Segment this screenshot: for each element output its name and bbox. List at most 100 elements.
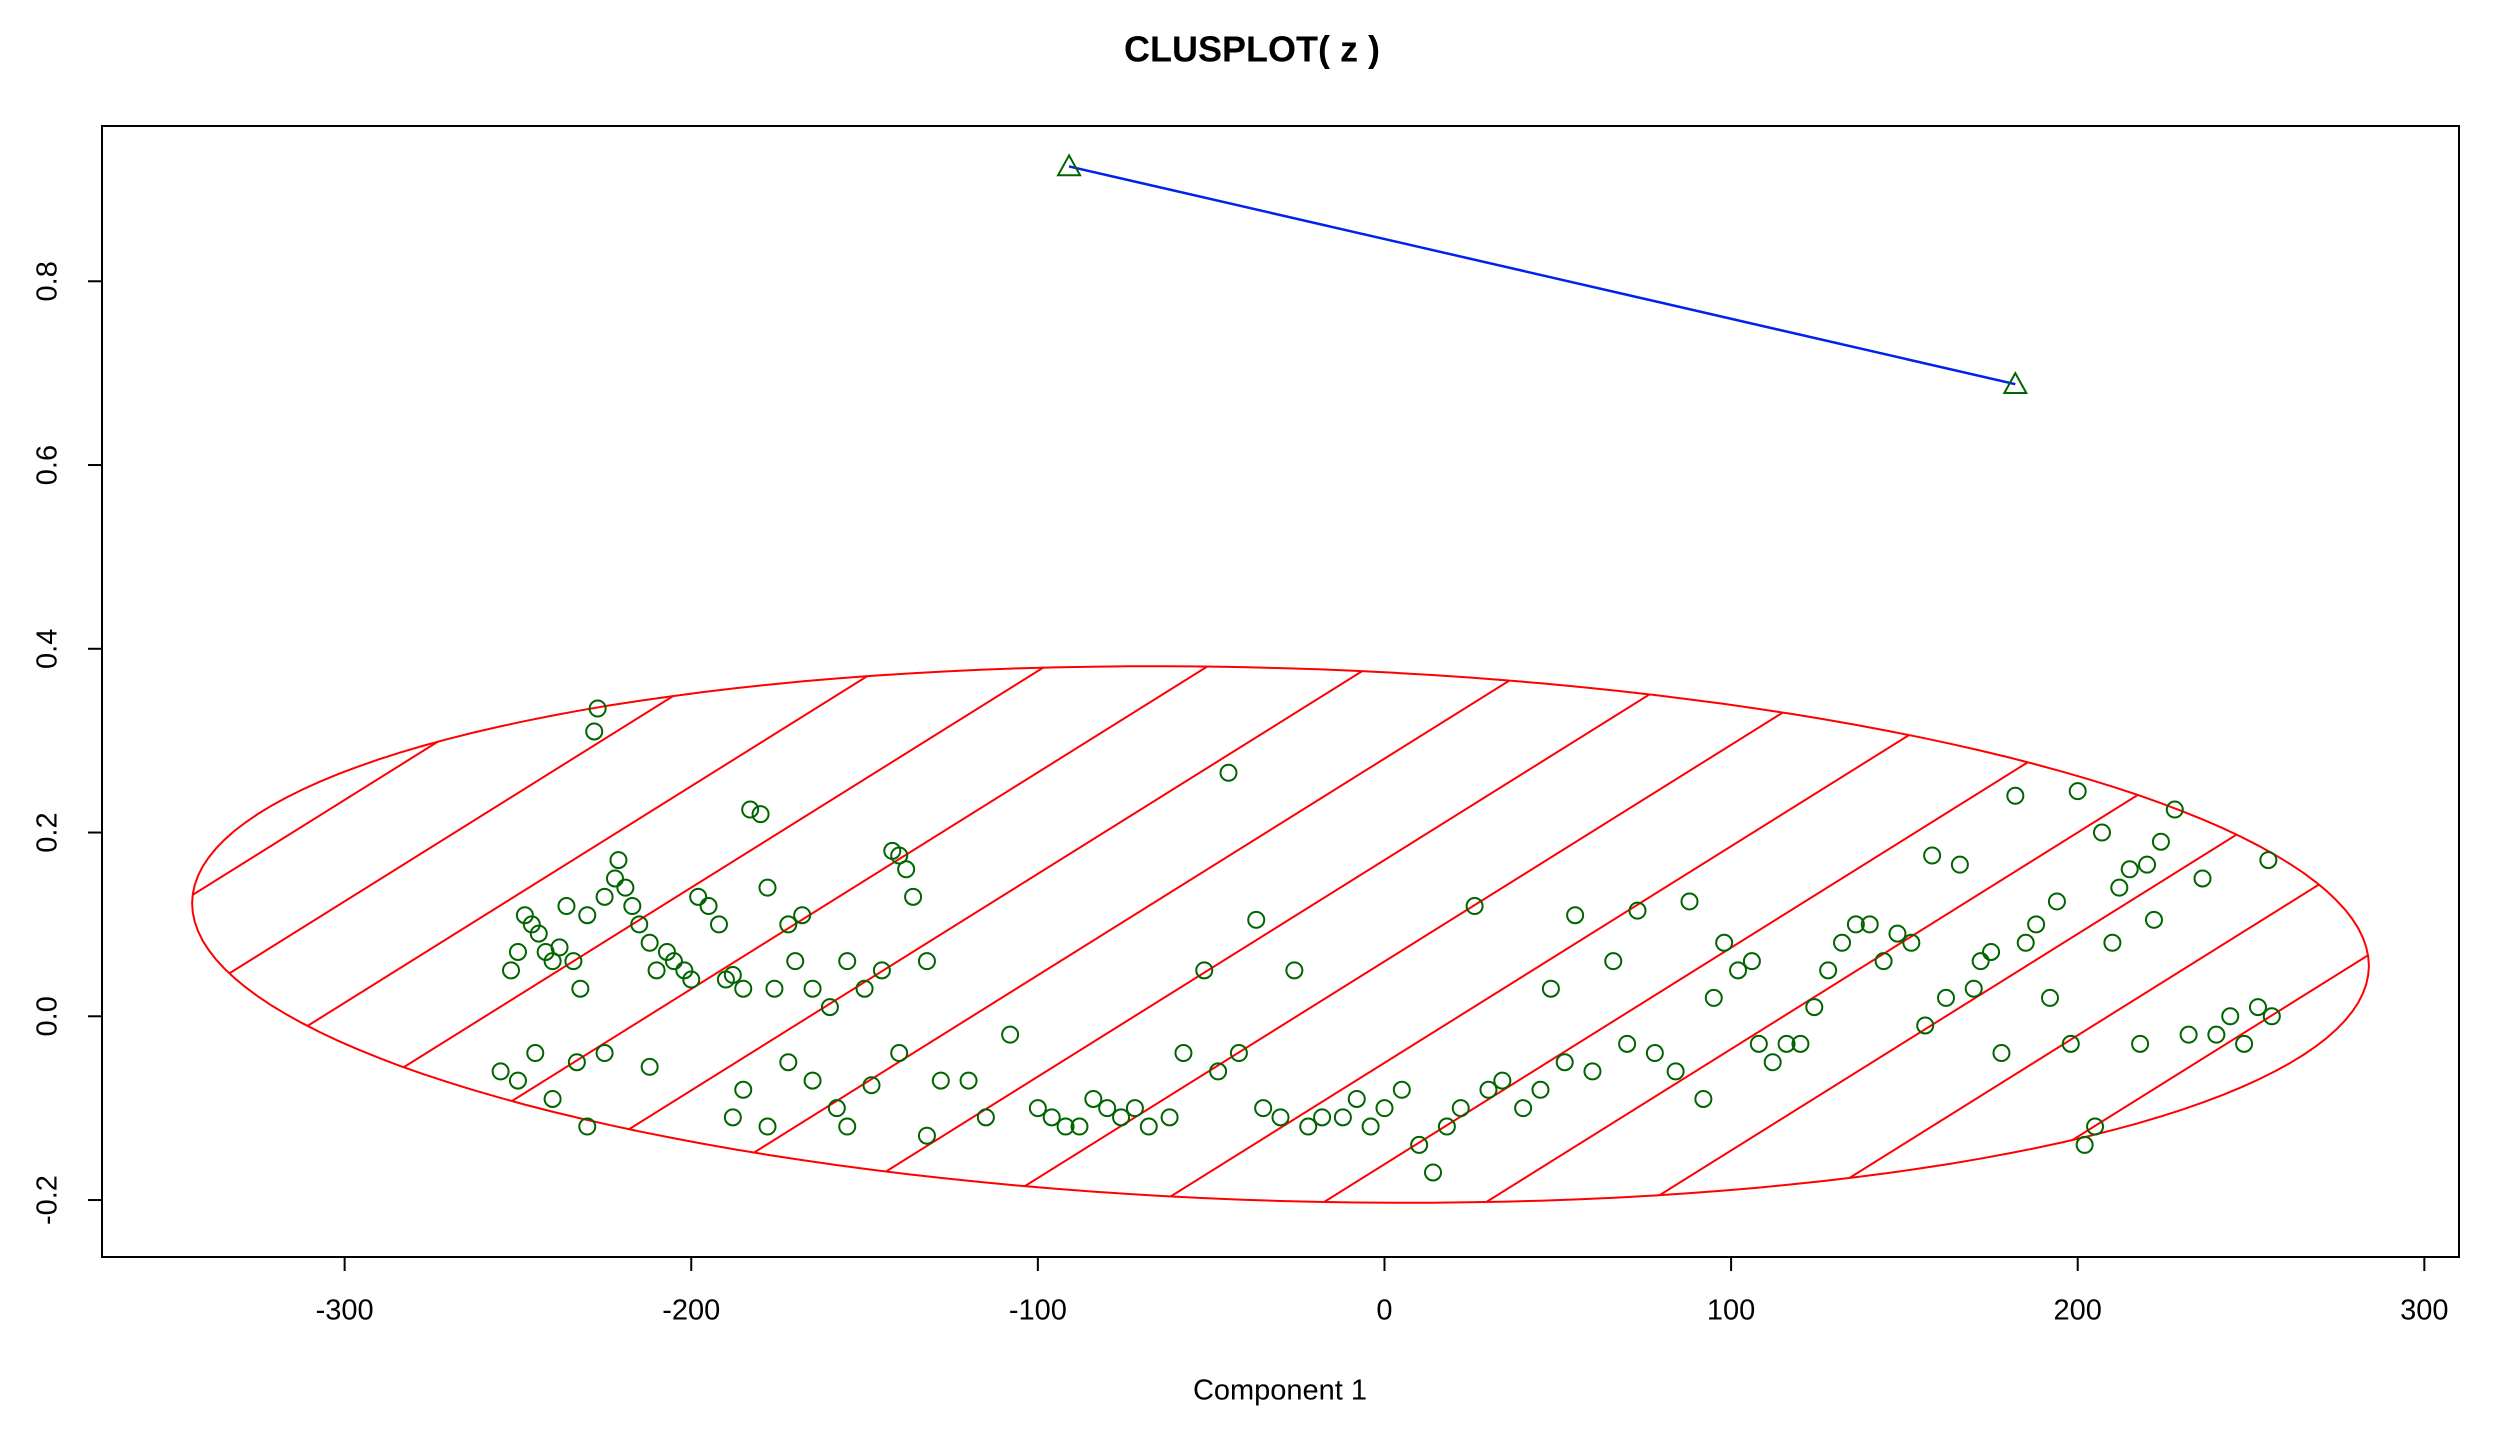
y-tick-label: 0.2 — [32, 812, 64, 852]
point — [1729, 961, 1748, 980]
point — [803, 1071, 822, 1090]
point — [508, 942, 527, 961]
point — [1229, 1044, 1248, 1063]
point — [2131, 1034, 2150, 1053]
point — [1888, 924, 1907, 943]
point — [890, 1044, 909, 1063]
point — [2075, 1135, 2094, 1154]
point — [751, 805, 770, 824]
point — [1715, 933, 1734, 952]
y-tick-label: 0.8 — [32, 261, 64, 301]
point — [2165, 800, 2184, 819]
point — [2262, 1007, 2281, 1026]
x-tick-label: -200 — [662, 1295, 720, 1327]
point — [1001, 1025, 1020, 1044]
point — [741, 800, 760, 819]
point — [1271, 1108, 1290, 1127]
point — [699, 897, 718, 916]
point — [1916, 1016, 1935, 1035]
point — [1874, 952, 1893, 971]
point — [1937, 988, 1956, 1007]
point — [571, 979, 590, 998]
point — [1604, 952, 1623, 971]
point — [543, 1089, 562, 1108]
point — [1493, 1071, 1512, 1090]
point — [502, 961, 521, 980]
point — [1982, 942, 2001, 961]
point — [1361, 1117, 1380, 1136]
point — [2086, 1117, 2105, 1136]
x-tick-label: 200 — [2054, 1295, 2102, 1327]
x-axis-label: Component 1 — [1193, 1375, 1367, 1407]
point — [595, 1044, 614, 1063]
point — [1992, 1044, 2011, 1063]
point — [567, 1053, 586, 1072]
point — [786, 952, 805, 971]
point — [1902, 933, 1921, 952]
point — [976, 1108, 995, 1127]
point — [1451, 1099, 1470, 1118]
point — [734, 1080, 753, 1099]
point — [1028, 1099, 1047, 1118]
point — [1070, 1117, 1089, 1136]
y-tick-label: 0.6 — [32, 445, 64, 485]
point — [543, 952, 562, 971]
point — [2040, 988, 2059, 1007]
x-tick-label: -100 — [1009, 1295, 1067, 1327]
point — [640, 933, 659, 952]
point — [578, 1117, 597, 1136]
point — [2193, 869, 2212, 888]
point — [1645, 1044, 1664, 1063]
plot-frame — [101, 125, 2460, 1258]
point — [1139, 1117, 1158, 1136]
point — [2068, 782, 2087, 801]
point — [1950, 855, 1969, 874]
point — [1971, 952, 1990, 971]
center-marker — [1056, 153, 1082, 177]
point — [616, 878, 635, 897]
point — [838, 952, 857, 971]
point — [1704, 988, 1723, 1007]
point — [890, 846, 909, 865]
point — [1285, 961, 1304, 980]
point — [1299, 1117, 1318, 1136]
point — [529, 924, 548, 943]
point — [557, 897, 576, 916]
point — [585, 722, 604, 741]
point — [723, 1108, 742, 1127]
point — [827, 1099, 846, 1118]
point — [765, 979, 784, 998]
point — [564, 952, 583, 971]
point — [2047, 892, 2066, 911]
point — [1666, 1062, 1685, 1081]
point — [2248, 998, 2267, 1017]
point — [1247, 910, 1266, 929]
point — [1566, 906, 1585, 925]
point — [508, 1071, 527, 1090]
point — [734, 979, 753, 998]
point — [820, 998, 839, 1017]
point — [1763, 1053, 1782, 1072]
point — [578, 906, 597, 925]
point — [1742, 952, 1761, 971]
point — [2259, 851, 2278, 870]
point — [1583, 1062, 1602, 1081]
point — [605, 869, 624, 888]
point — [1375, 1099, 1394, 1118]
x-tick-label: 100 — [1707, 1295, 1755, 1327]
point — [1195, 961, 1214, 980]
point — [1174, 1044, 1193, 1063]
point — [1465, 897, 1484, 916]
point — [491, 1062, 510, 1081]
cluster-link — [1068, 165, 2016, 386]
point — [1923, 846, 1942, 865]
point — [862, 1076, 881, 1095]
point — [1424, 1163, 1443, 1182]
point — [623, 897, 642, 916]
point — [1479, 1080, 1498, 1099]
ellipse-hatching — [192, 666, 2369, 1203]
point — [1805, 998, 1824, 1017]
x-tick-label: 300 — [2400, 1295, 2448, 1327]
